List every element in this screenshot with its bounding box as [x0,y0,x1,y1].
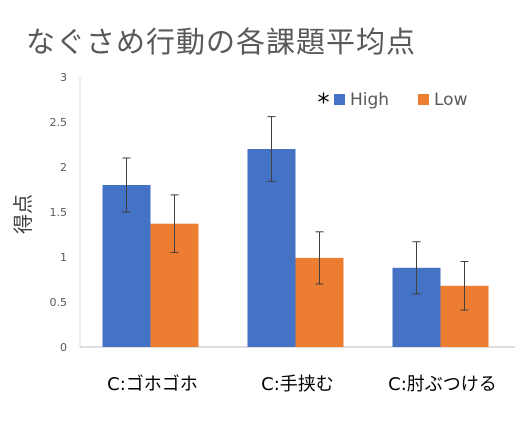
legend-label-low: Low [434,90,468,110]
y-tick-label: 1.5 [50,206,68,219]
x-category-label: C:ゴホゴホ [107,374,198,395]
chart-title: なぐさめ行動の各課題平均点 [26,25,417,59]
legend-label-high: High [350,90,389,110]
x-category-label: C:肘ぶつける [388,374,497,395]
y-tick-label: 2.5 [50,116,68,129]
y-tick-label: 3 [60,71,67,84]
x-category-label: C:手挟む [261,374,334,395]
legend-swatch-high [334,94,345,105]
y-tick-label: 0.5 [50,296,68,309]
y-axis-label: 得点 [11,194,35,234]
bar-high-2 [247,149,296,347]
significance-star: * [318,89,330,117]
legend-swatch-low [418,94,429,105]
y-tick-label: 0 [60,341,67,354]
y-tick-label: 1 [60,251,67,264]
y-tick-label: 2 [60,161,67,174]
